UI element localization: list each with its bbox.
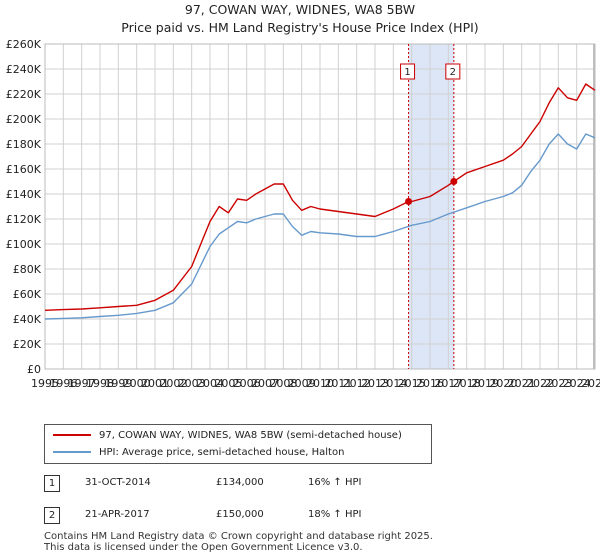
y-tick-label: £200K	[6, 113, 42, 126]
series-line	[44, 133, 596, 320]
y-tick-label: £140K	[6, 188, 42, 201]
sale-marker-label: 1	[404, 67, 410, 78]
transaction-date: 31-OCT-2014	[85, 477, 151, 488]
y-tick-label: £20K	[13, 338, 42, 351]
x-tick-label: 2004	[196, 377, 224, 390]
x-tick-label: 2009	[288, 377, 316, 390]
y-tick-label: £220K	[6, 88, 42, 101]
legend-item-hpi: HPI: Average price, semi-detached house,…	[53, 444, 344, 460]
x-tick-label: 2016	[416, 377, 444, 390]
x-tick-label: 2002	[159, 377, 187, 390]
legend-swatch-hpi	[53, 451, 91, 453]
y-tick-label: £80K	[13, 263, 42, 276]
x-tick-label: 2018	[453, 377, 481, 390]
chart-subtitle: Price paid vs. HM Land Registry's House …	[121, 20, 479, 35]
footer-licence: This data is licensed under the Open Gov…	[44, 542, 363, 553]
y-tick-label: £40K	[13, 313, 42, 326]
x-tick-label: 2019	[471, 377, 499, 390]
x-tick-label: 1997	[68, 377, 96, 390]
x-tick-label: 2007	[251, 377, 279, 390]
transaction-hpi: 18% ↑ HPI	[308, 509, 362, 520]
x-tick-label: 2005	[214, 377, 242, 390]
series-line	[44, 83, 596, 311]
y-tick-label: £260K	[6, 38, 42, 51]
footer-copyright: Contains HM Land Registry data © Crown c…	[44, 531, 433, 542]
x-tick-label: 2023	[544, 377, 572, 390]
y-tick-label: £240K	[6, 63, 42, 76]
transaction-hpi: 16% ↑ HPI	[308, 477, 362, 488]
x-tick-label: 2012	[343, 377, 371, 390]
y-tick-label: £120K	[6, 213, 42, 226]
x-tick-label: 2017	[434, 377, 462, 390]
x-tick-label: 2008	[269, 377, 297, 390]
x-tick-label: 2025	[581, 377, 600, 390]
x-tick-label: 2021	[508, 377, 536, 390]
x-tick-label: 2014	[379, 377, 407, 390]
x-tick-label: 1996	[49, 377, 77, 390]
sale-marker-box	[400, 63, 416, 80]
legend-swatch-property	[53, 434, 91, 436]
y-tick-label: £100K	[6, 238, 42, 251]
sale-marker-box	[445, 63, 461, 80]
x-tick-label: 1995	[31, 377, 59, 390]
chart-legend: 97, COWAN WAY, WIDNES, WA8 5BW (semi-det…	[44, 424, 432, 464]
transaction-price: £150,000	[216, 509, 264, 520]
x-tick-label: 2020	[489, 377, 517, 390]
x-tick-label: 2006	[233, 377, 261, 390]
x-tick-label: 2010	[306, 377, 334, 390]
chart-title: 97, COWAN WAY, WIDNES, WA8 5BW	[184, 2, 416, 17]
transaction-date: 21-APR-2017	[85, 509, 150, 520]
x-tick-label: 2011	[324, 377, 352, 390]
x-tick-label: 2013	[361, 377, 389, 390]
x-tick-label: 1998	[86, 377, 114, 390]
transaction-marker: 1	[44, 475, 60, 492]
legend-item-property: 97, COWAN WAY, WIDNES, WA8 5BW (semi-det…	[53, 427, 402, 443]
legend-label-property: 97, COWAN WAY, WIDNES, WA8 5BW (semi-det…	[99, 429, 402, 441]
x-tick-label: 2000	[123, 377, 151, 390]
x-tick-label: 1999	[104, 377, 132, 390]
transaction-marker: 2	[44, 507, 60, 524]
y-tick-label: £180K	[6, 138, 42, 151]
y-tick-label: £0	[27, 363, 41, 376]
y-tick-label: £160K	[6, 163, 42, 176]
x-tick-label: 2001	[141, 377, 169, 390]
shaded-period	[408, 44, 454, 369]
legend-label-hpi: HPI: Average price, semi-detached house,…	[99, 446, 345, 458]
x-tick-label: 2015	[398, 377, 426, 390]
y-tick-label: £60K	[13, 288, 42, 301]
sale-point	[405, 198, 413, 205]
sale-point	[450, 178, 458, 185]
x-tick-label: 2003	[178, 377, 206, 390]
x-tick-label: 2024	[563, 377, 591, 390]
transaction-price: £134,000	[216, 477, 264, 488]
plot-frame	[44, 43, 596, 370]
price-chart: £0 £20K £40K £60K £80K £100K £120K £140K £160K £1…	[6, 38, 600, 390]
x-tick-label: 2022	[526, 377, 554, 390]
sale-marker-label: 2	[450, 67, 456, 78]
